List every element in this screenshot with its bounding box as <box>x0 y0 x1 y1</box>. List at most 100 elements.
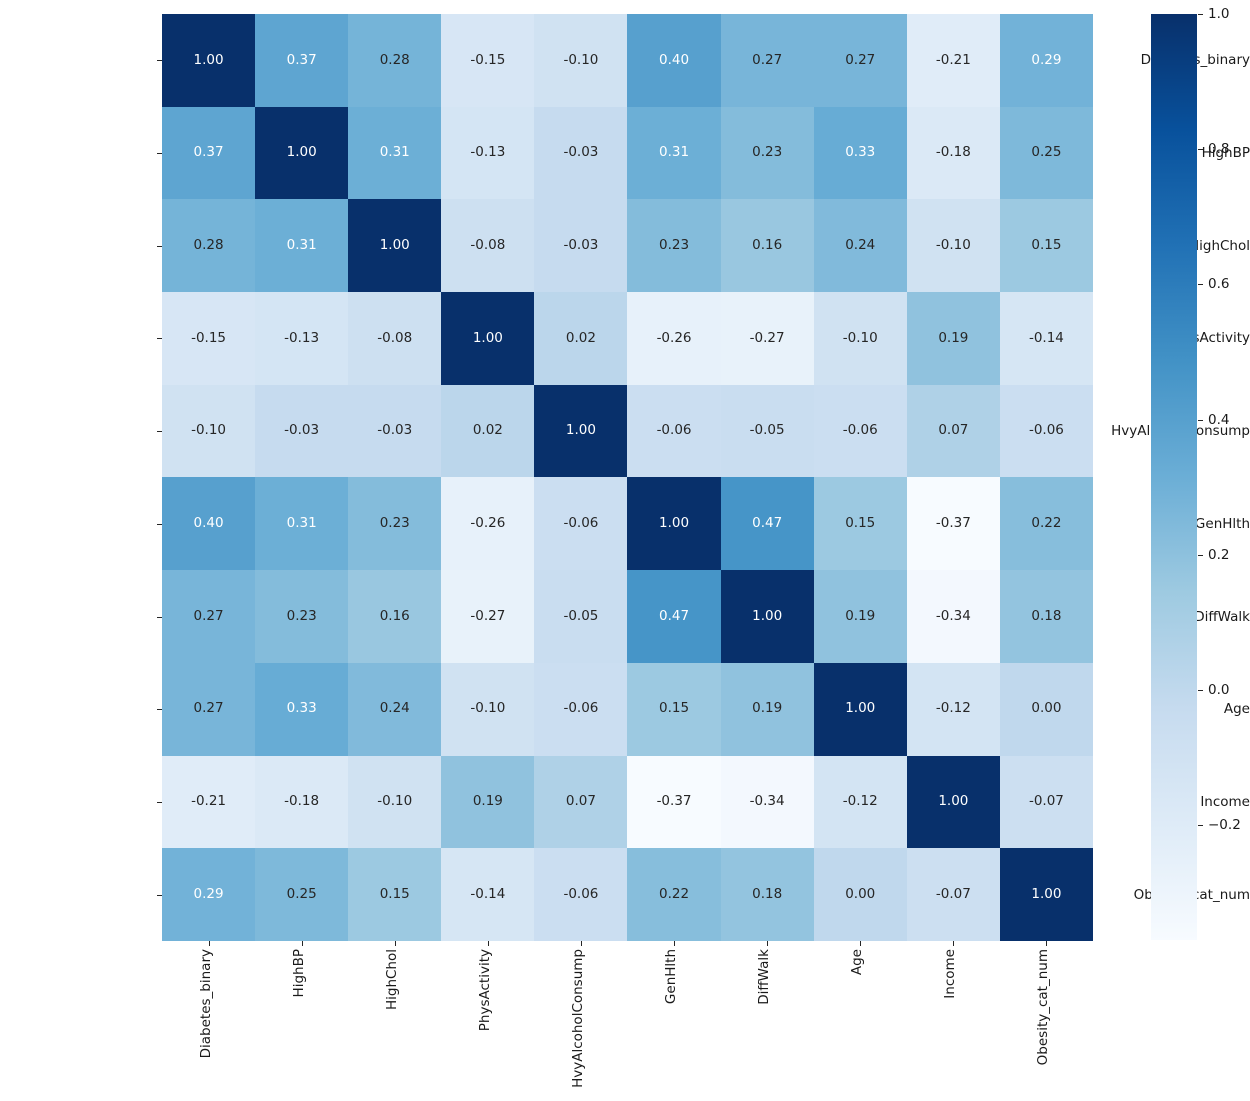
heatmap-cell-GenHlth-HvyAlcoholConsump: -0.06 <box>534 477 628 571</box>
colorbar-tick-mark <box>1198 555 1203 556</box>
y-tick-label-GenHlth: GenHlth <box>1194 515 1250 532</box>
heatmap-cell-HighChol-GenHlth: 0.23 <box>627 199 721 293</box>
heatmap-cell-HighBP-Diabetes_binary: 0.37 <box>162 106 256 200</box>
heatmap-cell-HighBP-GenHlth: 0.31 <box>627 106 721 200</box>
heatmap-grid: 1.00 0.37 0.28 -0.15 -0.10 0.40 0.27 0.27 -0.21 0… <box>162 14 1093 941</box>
heatmap-cell-HighChol-DiffWalk: 0.16 <box>720 199 814 293</box>
heatmap-cell-DiffWalk-Age: 0.19 <box>813 570 907 663</box>
heatmap-cell-GenHlth-HighBP: 0.31 <box>255 477 349 571</box>
y-tick-label-HighChol: HighChol <box>1188 237 1250 254</box>
y-tick-mark <box>157 60 162 61</box>
heatmap-cell-Diabetes_binary-PhysActivity: -0.15 <box>441 14 535 107</box>
heatmap-cell-HvyAlcoholConsump-Income: 0.07 <box>906 384 1000 478</box>
heatmap-cell-PhysActivity-PhysActivity: 1.00 <box>441 292 535 385</box>
heatmap-cell-Obesity_cat_num-Age: 0.00 <box>813 848 907 941</box>
heatmap-cell-Diabetes_binary-HighBP: 0.37 <box>255 14 349 107</box>
x-tick-label-PhysActivity: PhysActivity <box>477 949 493 1032</box>
heatmap-cell-GenHlth-PhysActivity: -0.26 <box>441 477 535 571</box>
heatmap-cell-GenHlth-DiffWalk: 0.47 <box>720 477 814 571</box>
heatmap-cell-HvyAlcoholConsump-PhysActivity: 0.02 <box>441 384 535 478</box>
colorbar-tick-mark <box>1198 825 1203 826</box>
heatmap-cell-PhysActivity-HighChol: -0.08 <box>348 292 442 385</box>
heatmap-cell-HighChol-HighChol: 1.00 <box>348 199 442 293</box>
heatmap-cell-HighChol-Obesity_cat_num: 0.15 <box>999 199 1093 293</box>
heatmap-cell-Income-Income: 1.00 <box>906 755 1000 849</box>
heatmap-cell-Diabetes_binary-GenHlth: 0.40 <box>627 14 721 107</box>
colorbar-tick-label-0.6: 0.6 <box>1208 276 1230 292</box>
x-tick-mark <box>209 941 210 946</box>
heatmap-cell-Age-HvyAlcoholConsump: -0.06 <box>534 662 628 756</box>
y-tick-mark <box>157 617 162 618</box>
y-tick-mark <box>157 709 162 710</box>
x-tick-mark <box>674 941 675 946</box>
heatmap-cell-HighBP-Obesity_cat_num: 0.25 <box>999 106 1093 200</box>
x-tick-label-HvyAlcoholConsump: HvyAlcoholConsump <box>570 949 586 1088</box>
heatmap-cell-Obesity_cat_num-HighBP: 0.25 <box>255 848 349 941</box>
heatmap-cell-HighBP-HighChol: 0.31 <box>348 106 442 200</box>
colorbar-tick-mark <box>1198 284 1203 285</box>
heatmap-cell-HighBP-PhysActivity: -0.13 <box>441 106 535 200</box>
heatmap-cell-PhysActivity-HvyAlcoholConsump: 0.02 <box>534 292 628 385</box>
heatmap-cell-PhysActivity-HighBP: -0.13 <box>255 292 349 385</box>
heatmap-cell-PhysActivity-Diabetes_binary: -0.15 <box>162 292 256 385</box>
heatmap-cell-Age-DiffWalk: 0.19 <box>720 662 814 756</box>
heatmap-cell-HvyAlcoholConsump-HvyAlcoholConsump: 1.00 <box>534 384 628 478</box>
heatmap-cell-Diabetes_binary-DiffWalk: 0.27 <box>720 14 814 107</box>
x-tick-mark <box>302 941 303 946</box>
colorbar <box>1151 14 1197 940</box>
heatmap-cell-DiffWalk-HvyAlcoholConsump: -0.05 <box>534 570 628 663</box>
colorbar-tick-label-0.0: 0.0 <box>1208 682 1230 698</box>
heatmap-cell-Obesity_cat_num-GenHlth: 0.22 <box>627 848 721 941</box>
heatmap-cell-PhysActivity-GenHlth: -0.26 <box>627 292 721 385</box>
heatmap-cell-DiffWalk-PhysActivity: -0.27 <box>441 570 535 663</box>
heatmap-cell-Obesity_cat_num-PhysActivity: -0.14 <box>441 848 535 941</box>
heatmap-cell-HighBP-HighBP: 1.00 <box>255 106 349 200</box>
heatmap-cell-DiffWalk-HighBP: 0.23 <box>255 570 349 663</box>
heatmap-cell-PhysActivity-DiffWalk: -0.27 <box>720 292 814 385</box>
heatmap-cell-HvyAlcoholConsump-HighChol: -0.03 <box>348 384 442 478</box>
x-tick-mark <box>860 941 861 946</box>
heatmap-cell-Age-HighChol: 0.24 <box>348 662 442 756</box>
heatmap-cell-Obesity_cat_num-HighChol: 0.15 <box>348 848 442 941</box>
x-tick-mark <box>581 941 582 946</box>
x-tick-label-DiffWalk: DiffWalk <box>756 949 772 1005</box>
heatmap-cell-HvyAlcoholConsump-Obesity_cat_num: -0.06 <box>999 384 1093 478</box>
y-tick-label-HighBP: HighBP <box>1201 145 1250 162</box>
y-tick-mark <box>157 246 162 247</box>
colorbar-tick-mark <box>1198 420 1203 421</box>
heatmap-cell-Income-HighChol: -0.10 <box>348 755 442 849</box>
colorbar-tick-label-−0.2: −0.2 <box>1208 817 1241 833</box>
heatmap-cell-DiffWalk-Diabetes_binary: 0.27 <box>162 570 256 663</box>
heatmap-cell-GenHlth-GenHlth: 1.00 <box>627 477 721 571</box>
y-tick-label-DiffWalk: DiffWalk <box>1194 608 1250 625</box>
heatmap-cell-Diabetes_binary-HvyAlcoholConsump: -0.10 <box>534 14 628 107</box>
heatmap-cell-HvyAlcoholConsump-GenHlth: -0.06 <box>627 384 721 478</box>
heatmap-cell-Obesity_cat_num-Diabetes_binary: 0.29 <box>162 848 256 941</box>
heatmap-cell-Income-PhysActivity: 0.19 <box>441 755 535 849</box>
heatmap-cell-Income-HighBP: -0.18 <box>255 755 349 849</box>
colorbar-tick-label-0.2: 0.2 <box>1208 547 1230 563</box>
heatmap-cell-Diabetes_binary-Income: -0.21 <box>906 14 1000 107</box>
heatmap-cell-HighBP-Age: 0.33 <box>813 106 907 200</box>
heatmap-cell-HvyAlcoholConsump-Diabetes_binary: -0.10 <box>162 384 256 478</box>
heatmap-cell-PhysActivity-Obesity_cat_num: -0.14 <box>999 292 1093 385</box>
colorbar-tick-label-1.0: 1.0 <box>1208 6 1230 22</box>
heatmap-cell-HighChol-Income: -0.10 <box>906 199 1000 293</box>
x-tick-label-HighChol: HighChol <box>384 949 400 1011</box>
colorbar-tick-label-0.4: 0.4 <box>1208 412 1230 428</box>
x-tick-label-HighBP: HighBP <box>291 949 307 998</box>
heatmap-cell-GenHlth-Age: 0.15 <box>813 477 907 571</box>
x-tick-label-Obesity_cat_num: Obesity_cat_num <box>1035 949 1051 1066</box>
heatmap-cell-Income-Age: -0.12 <box>813 755 907 849</box>
colorbar-tick-label-0.8: 0.8 <box>1208 141 1230 157</box>
heatmap-cell-Obesity_cat_num-HvyAlcoholConsump: -0.06 <box>534 848 628 941</box>
heatmap-cell-DiffWalk-GenHlth: 0.47 <box>627 570 721 663</box>
heatmap-cell-Age-Age: 1.00 <box>813 662 907 756</box>
heatmap-cell-Diabetes_binary-HighChol: 0.28 <box>348 14 442 107</box>
x-tick-mark <box>767 941 768 946</box>
heatmap-cell-HighChol-HighBP: 0.31 <box>255 199 349 293</box>
heatmap-cell-Diabetes_binary-Age: 0.27 <box>813 14 907 107</box>
heatmap-cell-Age-GenHlth: 0.15 <box>627 662 721 756</box>
y-tick-mark <box>157 524 162 525</box>
